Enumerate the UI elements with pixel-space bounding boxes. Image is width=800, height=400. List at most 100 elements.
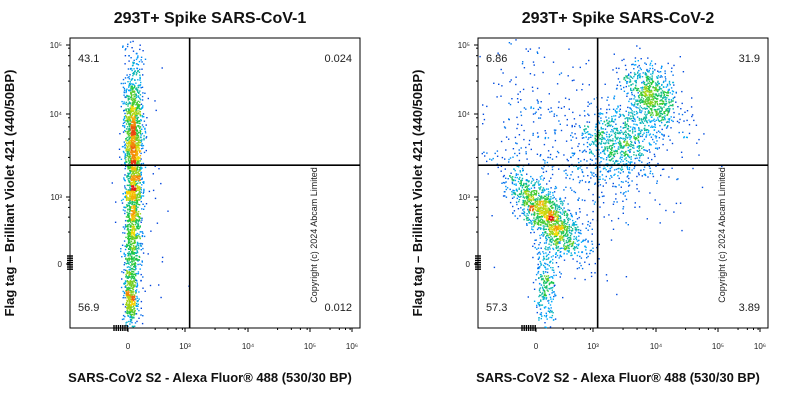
event-dot (666, 85, 669, 87)
event-dot (655, 94, 657, 96)
event-dot (608, 170, 610, 172)
event-dot (638, 142, 640, 144)
event-dot (543, 200, 546, 202)
event-dot (139, 245, 142, 247)
event-dot (134, 182, 137, 184)
event-dot (541, 204, 543, 206)
event-dot (135, 203, 138, 205)
event-dot (563, 248, 566, 251)
event-dot (133, 225, 135, 228)
event-dot (557, 240, 559, 243)
event-dot (543, 229, 545, 231)
event-dot (629, 75, 632, 77)
event-dot (127, 224, 129, 226)
event-dot (128, 204, 130, 207)
event-dot (132, 161, 135, 163)
event-dot (661, 90, 664, 92)
event-dot (613, 155, 616, 158)
event-dot (531, 193, 533, 196)
event-dot (667, 118, 670, 120)
event-dot (616, 84, 619, 86)
event-dot (613, 95, 616, 97)
event-dot (131, 223, 133, 225)
event-dot (617, 171, 620, 173)
event-dot (131, 172, 134, 174)
event-dot (584, 132, 586, 134)
event-dot (626, 81, 629, 83)
event-dot (655, 119, 658, 121)
event-dot (125, 90, 127, 92)
event-dot (128, 232, 130, 235)
event-dot (132, 191, 135, 193)
event-dot (612, 157, 614, 159)
event-dot (139, 99, 142, 101)
event-dot (629, 150, 631, 153)
event-dot (140, 81, 142, 84)
event-dot (562, 222, 564, 225)
event-dot (623, 131, 625, 134)
event-dot (678, 113, 680, 115)
event-dot (555, 228, 557, 231)
event-dot (131, 251, 133, 253)
event-dot (133, 173, 135, 175)
event-dot (647, 109, 650, 112)
event-dot (663, 134, 665, 136)
event-dot (141, 143, 143, 145)
event-dot (144, 128, 146, 130)
event-dot (132, 219, 135, 221)
event-dot (647, 99, 649, 101)
event-dot (608, 122, 610, 125)
event-dot (135, 222, 138, 224)
event-dot (129, 159, 132, 162)
event-dot (139, 198, 141, 201)
event-dot (598, 122, 601, 125)
event-dot (660, 88, 663, 90)
event-dot (132, 297, 134, 299)
event-dot (645, 90, 648, 92)
event-dot (132, 223, 134, 226)
event-dot (128, 111, 130, 113)
event-dot (547, 194, 549, 196)
event-dot (667, 62, 669, 65)
event-dot (602, 138, 604, 140)
event-dot (625, 117, 628, 119)
event-dot (132, 105, 134, 108)
event-dot (136, 177, 138, 179)
event-dot (137, 206, 139, 208)
event-dot (136, 171, 138, 174)
event-dot (565, 245, 567, 247)
event-dot (132, 40, 134, 43)
event-dot (666, 83, 669, 86)
event-dot (544, 222, 546, 224)
event-dot (140, 173, 142, 176)
event-dot (568, 247, 570, 250)
event-dot (626, 123, 628, 125)
event-dot (544, 216, 546, 219)
event-dot (559, 241, 561, 243)
event-dot (125, 138, 127, 140)
event-dot (136, 200, 138, 202)
event-dot (139, 90, 141, 92)
event-dot (655, 137, 657, 139)
event-dot (620, 137, 622, 139)
event-dot (552, 200, 554, 203)
event-dot (140, 196, 142, 199)
event-dot (651, 126, 654, 128)
event-dot (625, 85, 627, 88)
event-dot (555, 232, 557, 234)
event-dot (564, 226, 566, 228)
event-dot (572, 242, 574, 244)
event-dot (135, 136, 137, 139)
event-dot (611, 120, 613, 123)
event-dot (584, 261, 586, 263)
event-dot (131, 302, 133, 305)
event-dot (651, 96, 653, 98)
event-dot (638, 69, 640, 72)
event-dot (134, 163, 136, 165)
event-dot (536, 191, 538, 193)
event-dot (130, 126, 133, 128)
event-dot (655, 165, 657, 167)
event-dot (619, 81, 621, 83)
event-dot (648, 142, 650, 144)
event-dot (125, 216, 128, 218)
